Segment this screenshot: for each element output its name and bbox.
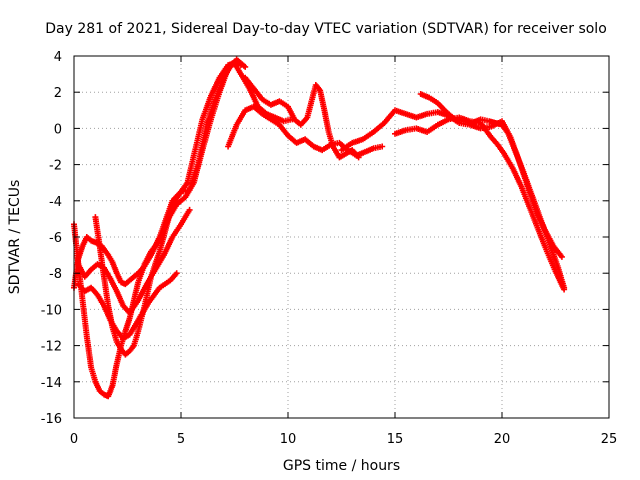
series-markers [75, 270, 180, 342]
y-tick-label: 4 [54, 50, 62, 65]
series-markers [242, 74, 362, 161]
y-tick-label: -8 [49, 267, 62, 282]
x-tick-label: 15 [387, 432, 404, 447]
series-markers [225, 103, 386, 159]
x-tick-label: 0 [70, 432, 78, 447]
chart-title: Day 281 of 2021, Sidereal Day-to-day VTE… [45, 21, 607, 37]
y-tick-label: -14 [41, 376, 62, 391]
y-tick-label: -16 [41, 412, 62, 427]
y-axis-label: SDTVAR / TECUs [7, 180, 23, 295]
series-track-5 [75, 270, 180, 342]
data-series [71, 56, 568, 400]
series-markers [417, 91, 568, 291]
x-tick-label: 20 [494, 432, 511, 447]
series-track-7 [242, 74, 362, 161]
x-tick-label: 25 [601, 432, 618, 447]
y-tick-label: -12 [41, 340, 62, 355]
axis-ticks: 0 5 10 15 20 25 -16 -14 -12 -10 -8 -6 -4 -2 0 2 4 [41, 50, 618, 447]
series-track-10 [417, 91, 568, 291]
series-track-9 [392, 114, 568, 293]
x-tick-label: 10 [280, 432, 297, 447]
series-markers [75, 206, 193, 316]
y-tick-label: -2 [49, 159, 62, 174]
y-tick-label: -6 [49, 231, 62, 246]
y-tick-label: 2 [54, 86, 62, 101]
y-tick-label: -4 [49, 195, 62, 210]
x-axis-label: GPS time / hours [283, 458, 400, 474]
y-tick-label: 0 [54, 122, 62, 137]
series-track-4 [75, 206, 193, 316]
series-markers [392, 114, 568, 293]
y-tick-label: -10 [41, 303, 62, 318]
x-tick-label: 5 [177, 432, 185, 447]
grid [74, 56, 609, 418]
